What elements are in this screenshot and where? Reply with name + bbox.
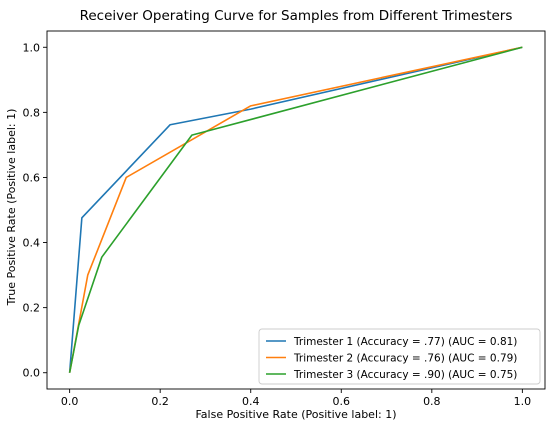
y-axis: 0.0 0.2 0.4 0.6 0.8 1.0	[23, 41, 47, 380]
legend-entry: Trimester 1 (Accuracy = .77) (AUC = 0.81…	[293, 336, 517, 348]
axes-frame	[46, 30, 546, 390]
y-tick-label: 0.4	[23, 237, 41, 250]
y-tick-label: 0.6	[23, 171, 41, 184]
y-tick-label: 0.8	[23, 106, 41, 119]
x-tick-label: 0.2	[151, 395, 169, 408]
legend-entry: Trimester 3 (Accuracy = .90) (AUC = 0.75…	[293, 369, 517, 381]
series-line-trimester-2	[68, 46, 523, 373]
x-tick-label: 0.4	[242, 395, 260, 408]
x-tick-label: 1.0	[514, 395, 532, 408]
series-lines	[68, 46, 523, 373]
series-line-trimester-1	[68, 46, 523, 373]
y-tick-label: 0.2	[23, 302, 41, 315]
x-axis: 0.0 0.2 0.4 0.6 0.8 1.0	[61, 389, 531, 408]
chart-title: Receiver Operating Curve for Samples fro…	[80, 8, 513, 24]
y-tick-label: 0.0	[23, 367, 41, 380]
legend-entry: Trimester 2 (Accuracy = .76) (AUC = 0.79…	[293, 353, 517, 365]
y-axis-label: True Positive Rate (Positive label: 1)	[5, 109, 18, 307]
legend-box	[258, 328, 541, 385]
x-tick-label: 0.6	[333, 395, 351, 408]
x-tick-label: 0.0	[61, 395, 79, 408]
x-tick-label: 0.8	[423, 395, 441, 408]
legend: Trimester 1 (Accuracy = .77) (AUC = 0.81…	[258, 328, 541, 385]
y-tick-label: 1.0	[23, 41, 41, 54]
series-line-trimester-3	[68, 46, 523, 373]
x-axis-label: False Positive Rate (Positive label: 1)	[195, 408, 396, 421]
